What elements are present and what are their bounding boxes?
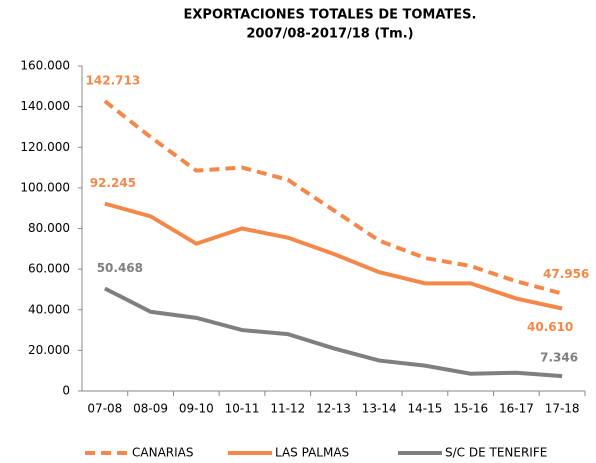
chart-subtitle: 2007/08-2017/18 (Tm.) [246,27,413,42]
series-line [104,201,563,311]
legend-label: LAS PALMAS [275,446,349,460]
y-tick-label: 0 [62,384,70,398]
chart-title: EXPORTACIONES TOTALES DE TOMATES. [184,8,477,23]
x-tick-label: 15-16 [453,402,488,416]
x-tick-label: 16-17 [499,402,534,416]
x-tick-label: 10-11 [225,402,260,416]
value-label: 142.713 [86,74,141,88]
y-tick-label: 40.000 [28,302,70,316]
series-line [103,286,563,379]
y-tick-label: 60.000 [28,262,70,276]
legend-label: S/C DE TENERIFE [445,446,547,460]
x-tick-label: 08-09 [133,402,168,416]
value-label: 50.468 [97,261,143,275]
x-tick-label: 12-13 [316,402,351,416]
x-tick-label: 11-12 [270,402,305,416]
series-line [103,99,563,296]
x-tick-label: 09-10 [179,402,214,416]
y-tick-label: 100.000 [20,180,70,194]
y-tick-label: 20.000 [28,343,70,357]
value-label: 7.346 [540,351,578,365]
x-tick-label: 13-14 [362,402,397,416]
value-label: 40.610 [527,320,573,334]
x-tick-label: 14-15 [408,402,443,416]
legend-label: CANARIAS [132,446,193,460]
y-tick-label: 80.000 [28,221,70,235]
value-label: 47.956 [543,267,589,281]
y-tick-label: 140.000 [20,99,70,113]
value-label: 92.245 [90,176,136,190]
y-tick-label: 160.000 [20,59,70,73]
y-tick-label: 120.000 [20,140,70,154]
x-tick-label: 17-18 [545,402,580,416]
x-tick-label: 07-08 [87,402,122,416]
